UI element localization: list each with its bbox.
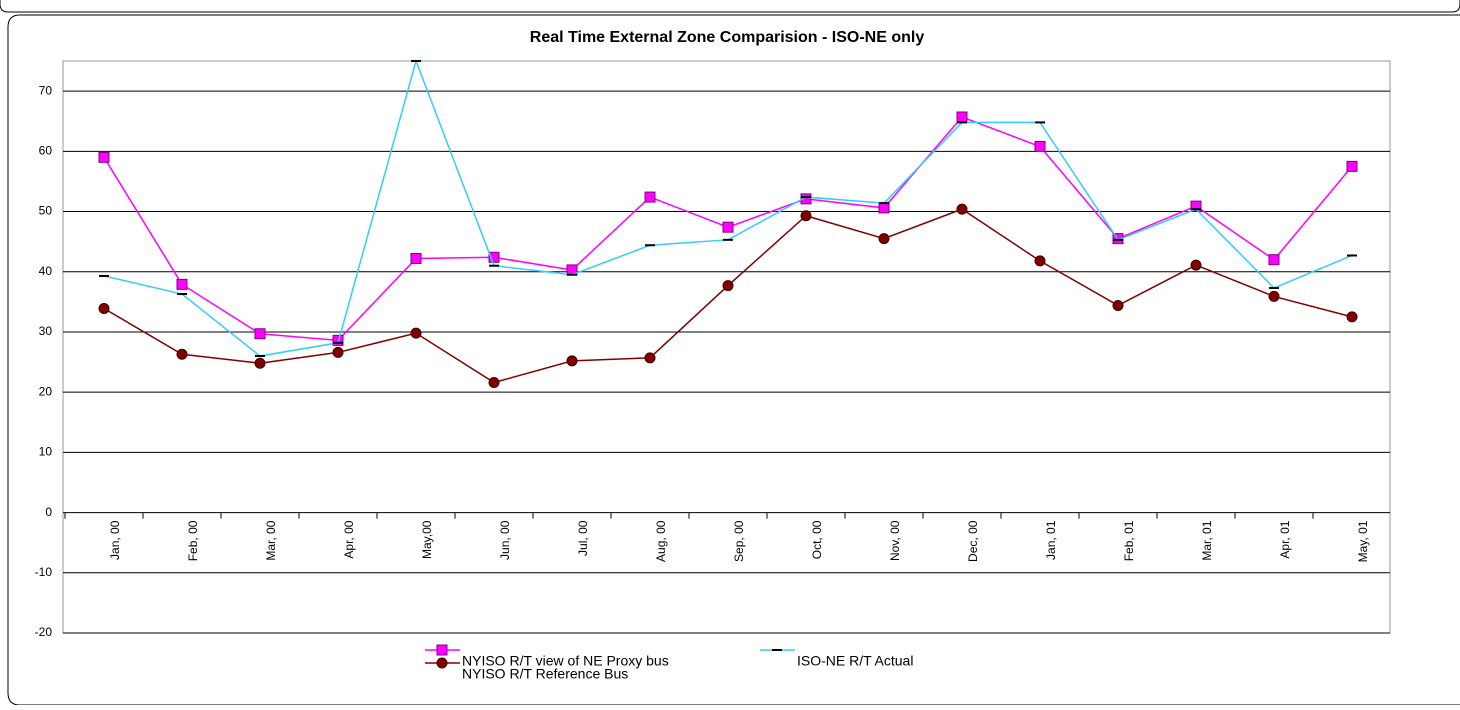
x-tick-label: Jul, 00	[576, 520, 590, 556]
top-frame	[0, 0, 1460, 13]
marker	[254, 328, 266, 340]
marker	[176, 348, 188, 360]
x-tick-label: May,00	[420, 520, 434, 559]
marker	[1034, 140, 1046, 152]
x-tick-label: Mar, 00	[264, 520, 278, 560]
y-tick-label: 50	[39, 204, 53, 218]
y-tick-label: -20	[35, 625, 53, 639]
marker	[176, 278, 188, 290]
x-tick-label: Jan, 01	[1044, 520, 1058, 560]
y-tick-label: 0	[45, 505, 52, 519]
marker	[722, 280, 734, 292]
x-tick-label: Feb, 01	[1122, 520, 1136, 561]
marker	[98, 302, 110, 314]
y-tick-label: 60	[39, 143, 53, 157]
x-tick-label: Sep, 00	[732, 520, 746, 562]
marker	[878, 233, 890, 245]
marker	[488, 251, 500, 263]
y-tick-label: 40	[39, 264, 53, 278]
marker	[410, 327, 422, 339]
y-tick-label: 10	[39, 445, 53, 459]
x-tick-label: Apr, 01	[1278, 520, 1292, 558]
x-tick-label: Aug, 00	[654, 520, 668, 562]
marker	[878, 202, 890, 214]
marker	[644, 191, 656, 203]
marker	[1112, 299, 1124, 311]
x-tick-label: Mar, 01	[1200, 520, 1214, 560]
marker	[722, 221, 734, 233]
marker	[956, 111, 968, 123]
x-tick-label: Nov, 00	[888, 520, 902, 561]
marker	[436, 657, 448, 669]
x-tick-label: Apr, 00	[342, 520, 356, 558]
marker	[644, 352, 656, 364]
x-tick-label: May, 01	[1356, 520, 1370, 562]
marker	[332, 346, 344, 358]
marker	[1346, 311, 1358, 323]
x-tick-label: Oct, 00	[810, 520, 824, 559]
marker	[800, 210, 812, 222]
marker	[566, 355, 578, 367]
marker	[1190, 259, 1202, 271]
marker	[956, 203, 968, 215]
y-tick-label: 70	[39, 83, 53, 97]
x-tick-label: Jan, 00	[108, 520, 122, 560]
y-tick-label: 30	[39, 324, 53, 338]
legend-label: ISO-NE R/T Actual	[797, 653, 913, 669]
marker	[1268, 290, 1280, 302]
marker	[488, 377, 500, 389]
legend-label: NYISO R/T view of NE Proxy bus	[462, 653, 669, 669]
marker	[800, 193, 812, 205]
marker	[1268, 254, 1280, 266]
marker	[410, 252, 422, 264]
chart-title: Real Time External Zone Comparision - IS…	[530, 29, 925, 46]
y-tick-label: 20	[39, 384, 53, 398]
legend-label: NYISO R/T Reference Bus	[462, 666, 628, 682]
x-tick-label: Dec, 00	[966, 520, 980, 562]
x-tick-label: Jun, 00	[498, 520, 512, 560]
marker	[1190, 200, 1202, 212]
marker	[1346, 160, 1358, 172]
marker	[98, 151, 110, 163]
y-tick-label: -10	[35, 565, 53, 579]
x-tick-label: Feb, 00	[186, 520, 200, 561]
chart-frame	[7, 14, 1460, 706]
marker	[254, 357, 266, 369]
marker	[1034, 255, 1046, 267]
marker	[436, 644, 448, 656]
plot-area	[62, 60, 1391, 634]
